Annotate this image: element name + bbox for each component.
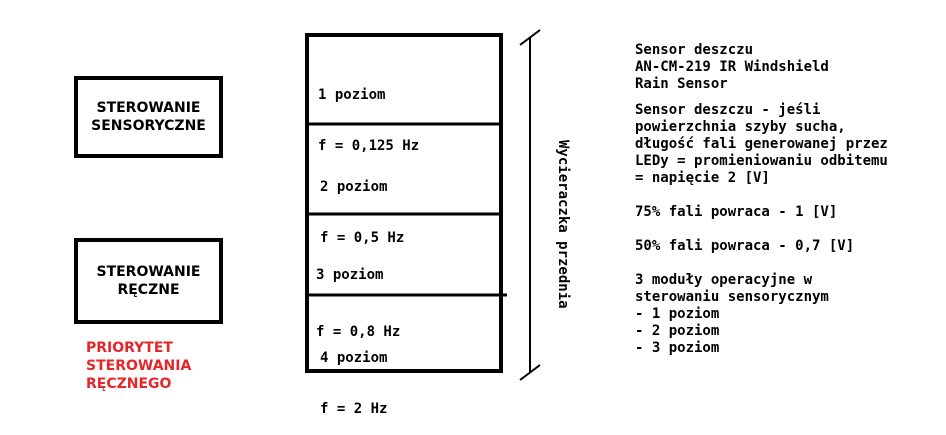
sensor-control-line2: SENSORYCZNE — [91, 118, 206, 134]
level-4: 4 poziom f = 2 Hz — [320, 316, 387, 435]
notes-75-percent: 75% fali powraca - 1 [V] — [635, 204, 838, 220]
level-4-name: 4 poziom — [320, 350, 388, 366]
sensor-control-label: STEROWANIE SENSORYCZNE — [91, 99, 206, 135]
level-2-name: 2 poziom — [320, 179, 388, 195]
level-1-freq: f = 0,125 Hz — [318, 138, 420, 154]
sensor-control-line1: STEROWANIE — [96, 100, 201, 116]
range-bracket-bottom-tick — [519, 364, 541, 381]
notes-50-percent: 50% fali powraca - 0,7 [V] — [635, 238, 855, 254]
notes-paragraph-line4: LEDy = promieniowaniu odbitemu — [635, 153, 888, 169]
wiper-label: Wycieraczka przednia — [555, 140, 571, 309]
level-1: 1 poziom f = 0,125 Hz — [318, 53, 419, 172]
wiper-levels-stack — [305, 33, 503, 373]
level-3-name: 3 poziom — [316, 267, 384, 283]
notes-modules-line2: sterowaniu sensorycznym — [635, 289, 829, 305]
notes-title-line3: Rain Sensor — [635, 76, 728, 92]
level-2: 2 poziom f = 0,5 Hz — [320, 145, 404, 264]
sensor-notes: Sensor deszczu AN-CM-219 IR Windshield R… — [635, 42, 888, 357]
notes-paragraph-line3: długość fali generowanej przez — [635, 136, 888, 152]
level-4-freq: f = 2 Hz — [320, 401, 388, 417]
level-3: 3 poziom f = 0,8 Hz — [316, 233, 400, 358]
notes-modules-line5: - 3 poziom — [635, 340, 720, 356]
notes-title-line1: Sensor deszczu — [635, 42, 754, 58]
notes-modules-line4: - 2 poziom — [635, 323, 720, 339]
diagram-lines — [305, 29, 541, 381]
priority-line1: PRIORYTET — [86, 340, 173, 356]
manual-control-label: STEROWANIE RĘCZNE — [96, 263, 200, 299]
manual-control-line1: STEROWANIE — [96, 264, 201, 280]
notes-paragraph-line2: powierzchnia szyby sucha, — [635, 119, 846, 135]
sensor-control-box: STEROWANIE SENSORYCZNE — [74, 76, 223, 158]
priority-line2: STEROWANIA — [86, 358, 192, 374]
notes-modules-line3: - 1 poziom — [635, 306, 720, 322]
notes-paragraph-line5: = napięcie 2 [V] — [635, 170, 770, 186]
level-1-name: 1 poziom — [318, 87, 386, 103]
range-bracket-top-tick — [519, 29, 541, 46]
manual-control-box: STEROWANIE RĘCZNE — [74, 238, 223, 324]
notes-paragraph-line1: Sensor deszczu - jeśli — [635, 102, 821, 118]
manual-priority-note: PRIORYTET STEROWANIA RĘCZNEGO — [86, 339, 191, 393]
manual-control-line2: RĘCZNE — [117, 282, 180, 298]
notes-modules-line1: 3 moduły operacyjne w — [635, 272, 813, 288]
level-3-freq: f = 0,8 Hz — [316, 324, 401, 340]
priority-line3: RĘCZNEGO — [86, 376, 172, 392]
level-2-freq: f = 0,5 Hz — [320, 230, 405, 246]
notes-title-line2: AN-CM-219 IR Windshield — [635, 59, 829, 75]
